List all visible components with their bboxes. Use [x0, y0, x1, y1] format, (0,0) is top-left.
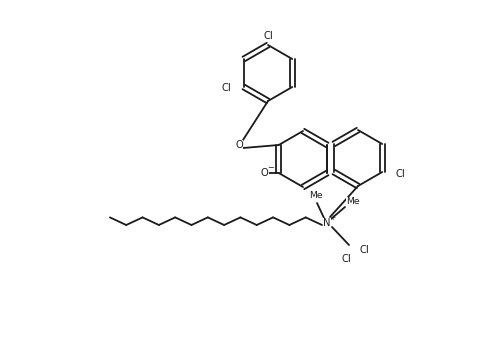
Text: Cl: Cl: [221, 83, 231, 93]
Text: O: O: [235, 140, 243, 150]
Text: Me: Me: [346, 197, 360, 207]
Text: Cl: Cl: [263, 31, 273, 41]
Text: −: −: [267, 163, 274, 173]
Text: +: +: [329, 215, 335, 221]
Text: Me: Me: [309, 191, 323, 199]
Text: O: O: [261, 168, 269, 178]
Text: Cl: Cl: [341, 254, 351, 264]
Text: Cl: Cl: [395, 169, 405, 179]
Text: Cl: Cl: [359, 245, 369, 255]
Text: N: N: [323, 218, 331, 228]
